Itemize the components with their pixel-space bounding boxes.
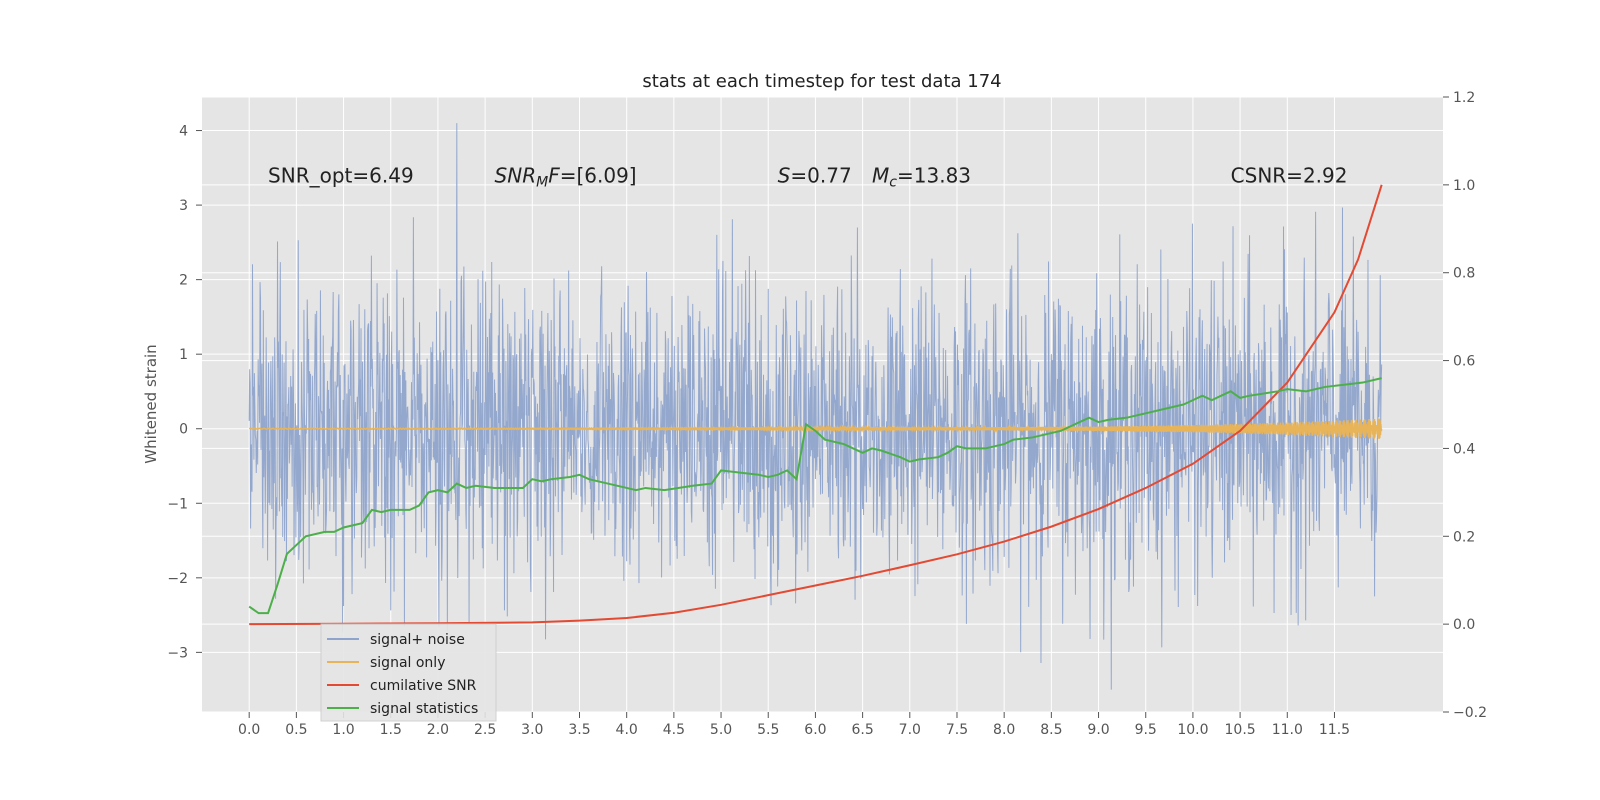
x-tick-label-19: 9.5 [1135, 722, 1157, 738]
x-tick-label-18: 9.0 [1087, 722, 1109, 738]
x-tick-label-13: 6.5 [851, 722, 873, 738]
series-signal-noise [248, 123, 1383, 690]
y2-tick-label-2: 0.2 [1453, 529, 1475, 545]
x-tick-label-16: 8.0 [993, 722, 1015, 738]
y2-tick-label-3: 0.4 [1453, 441, 1475, 457]
x-tick-label-15: 7.5 [946, 722, 968, 738]
y-axis-label: Whitened strain [142, 344, 160, 463]
x-tick-label-7: 3.5 [568, 722, 590, 738]
x-tick-label-21: 10.5 [1225, 722, 1256, 738]
x-axis: 0.0 0.5 1.0 1.5 2.0 2.5 3.0 3.5 4.0 4.5 5.0 5.5 6.0 6… [238, 712, 1350, 738]
y-tick-label-4: 1 [179, 347, 188, 363]
x-tick-label-8: 4.0 [616, 722, 638, 738]
annotations: SNR_opt=6.49 SNRMF=[6.09] S=0.77 Mc=13.83 CS… [268, 164, 1347, 191]
y-tick-label-3: 0 [179, 422, 188, 438]
signal-statistics-line [248, 377, 1382, 615]
x-tick-label-4: 2.0 [427, 722, 449, 738]
x-tick-label-9: 4.5 [663, 722, 685, 738]
x-tick-label-0: 0.0 [238, 722, 260, 738]
cumilative-snr-line [249, 184, 1383, 626]
x-tick-label-14: 7.0 [899, 722, 921, 738]
x-tick-label-22: 11.0 [1272, 722, 1303, 738]
y2-tick-label-1: 0.0 [1453, 617, 1475, 633]
y-tick-label-5: 2 [179, 273, 188, 289]
x-tick-label-17: 8.5 [1040, 722, 1062, 738]
annotation-snr-opt: SNR_opt=6.49 [268, 164, 414, 188]
annotation-s: S=0.77 [778, 164, 852, 188]
y-tick-label-6: 3 [179, 198, 188, 214]
legend-label-cumilative-snr: cumilative SNR [370, 678, 477, 694]
x-tick-label-20: 10.0 [1177, 722, 1208, 738]
x-tick-label-11: 5.5 [757, 722, 779, 738]
series-signal-statistics [248, 377, 1382, 615]
y2-tick-label-7: 1.2 [1453, 90, 1475, 106]
x-tick-label-23: 11.5 [1319, 722, 1350, 738]
annotation-mc: Mc=13.83 [872, 164, 971, 191]
y2-tick-label-6: 1.0 [1453, 178, 1475, 194]
x-tick-label-10: 5.0 [710, 722, 732, 738]
y-tick-label-2: −1 [167, 496, 188, 512]
y2-tick-label-0: −0.2 [1453, 705, 1487, 721]
legend-box [320, 623, 497, 722]
y2-tick-label-4: 0.6 [1453, 354, 1475, 370]
legend-label-signal-only: signal only [370, 655, 445, 671]
y-axis-right: −0.2 0.0 0.2 0.4 0.6 0.8 1.0 1.2 [1443, 90, 1487, 721]
signal-only-line [248, 418, 1383, 440]
legend: signal+ noise signal only cumilative SNR… [320, 623, 497, 722]
chart-title: stats at each timestep for test data 174 [642, 71, 1001, 92]
legend-label-signal-statistics: signal statistics [370, 701, 478, 717]
y-axis-left: −3 −2 −1 0 1 2 3 4 [167, 124, 202, 661]
legend-label-signal-noise: signal+ noise [370, 632, 465, 648]
series-cumilative-snr [249, 184, 1383, 626]
y2-tick-label-5: 0.8 [1453, 266, 1475, 282]
annotation-snr-mf: SNRMF=[6.09] [495, 164, 637, 191]
x-tick-label-12: 6.0 [804, 722, 826, 738]
series-signal-only [248, 418, 1383, 440]
x-tick-label-6: 3.0 [521, 722, 543, 738]
x-tick-label-1: 0.5 [285, 722, 307, 738]
x-tick-label-2: 1.0 [332, 722, 354, 738]
y-tick-label-7: 4 [179, 124, 188, 140]
y-tick-label-1: −2 [167, 571, 188, 587]
annotation-csnr: CSNR=2.92 [1231, 164, 1348, 188]
x-tick-label-5: 2.5 [474, 722, 496, 738]
signal-noise-line [248, 123, 1383, 690]
x-tick-label-3: 1.5 [380, 722, 402, 738]
y-tick-label-0: −3 [167, 645, 188, 661]
